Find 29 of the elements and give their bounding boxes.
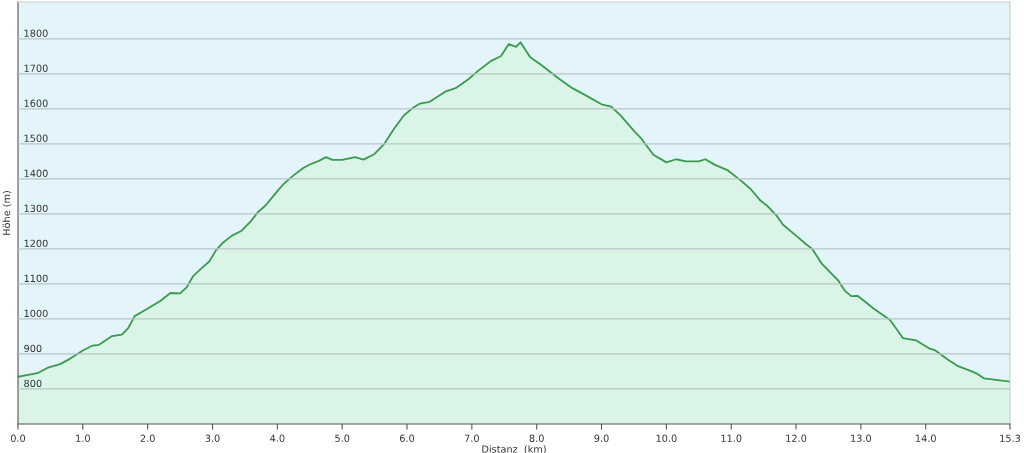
y-tick-label: 1800 <box>24 29 48 37</box>
x-axis-title: Distanz (km) <box>482 445 546 453</box>
x-tick-label: 5.0 <box>335 434 350 442</box>
y-tick-label: 1100 <box>24 274 48 283</box>
y-tick-label: 1700 <box>24 64 48 72</box>
x-tick-label: 1.0 <box>76 434 90 442</box>
y-tick-label: 1500 <box>24 134 48 142</box>
x-tick-label: 12.0 <box>786 434 807 442</box>
y-axis-title: Höhe (m) <box>2 191 12 235</box>
x-tick-label: 6.0 <box>399 434 415 442</box>
y-tick-label: 1300 <box>24 204 48 212</box>
x-tick-label: 13.0 <box>851 434 872 442</box>
y-tick-label: 1000 <box>24 309 48 318</box>
y-tick-label: 1600 <box>24 99 48 107</box>
x-tick-label: 4.0 <box>270 434 285 442</box>
x-tick-label: 8.0 <box>529 434 544 442</box>
x-tick-label: 14.0 <box>915 434 936 442</box>
x-tick-label: 10.0 <box>656 434 677 442</box>
x-tick-label: 0.0 <box>10 434 26 442</box>
x-tick-label: 9.0 <box>594 434 609 442</box>
x-tick-label: 3.0 <box>205 434 220 442</box>
y-tick-label: 900 <box>24 344 42 353</box>
x-tick-label: 11.0 <box>721 434 742 442</box>
y-tick-label: 800 <box>24 379 42 388</box>
x-tick-label: 2.0 <box>140 434 155 442</box>
x-tick-label: 7.0 <box>464 434 479 442</box>
y-tick-label: 1400 <box>24 169 48 177</box>
y-tick-label: 1200 <box>24 239 48 248</box>
x-tick-label: 15.3 <box>1000 434 1021 442</box>
